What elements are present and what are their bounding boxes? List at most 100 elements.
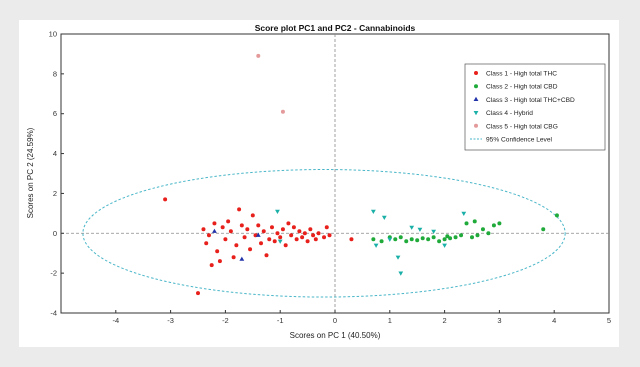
data-point: [464, 221, 469, 226]
data-point: [431, 235, 436, 240]
data-point: [163, 197, 168, 202]
x-tick-label: 3: [497, 316, 501, 325]
data-point: [370, 209, 376, 214]
data-point: [311, 233, 316, 238]
figure-panel: -4 -3 -2 -1 0 1 2 3 4 5 -4 -2 0 2 4 6 8 10 Score plot PC…: [19, 20, 619, 347]
data-point: [209, 263, 214, 268]
data-point: [475, 233, 480, 238]
data-point: [445, 234, 450, 239]
data-point: [278, 235, 283, 240]
data-point: [316, 231, 321, 236]
legend-label: Class 1 - High total THC: [486, 71, 557, 78]
data-point: [381, 215, 387, 220]
x-tick-label: 4: [552, 316, 556, 325]
data-point: [415, 238, 420, 243]
data-point: [239, 256, 245, 261]
data-point: [275, 231, 280, 236]
y-tick-label: 10: [49, 30, 57, 39]
data-point: [305, 239, 310, 244]
data-point: [431, 229, 437, 234]
data-point: [491, 223, 496, 228]
legend-marker: [473, 111, 479, 116]
data-point: [472, 219, 477, 224]
data-point: [269, 225, 274, 230]
data-point: [442, 243, 447, 248]
y-tick-label: 2: [53, 189, 57, 198]
data-point: [387, 237, 393, 242]
legend-marker: [474, 123, 478, 128]
data-point: [395, 255, 401, 260]
data-point: [242, 235, 247, 240]
data-point: [442, 237, 447, 242]
data-point: [379, 239, 384, 244]
data-point: [302, 231, 307, 236]
x-tick-label: 2: [443, 316, 447, 325]
data-point: [272, 239, 277, 244]
y-tick-label: -4: [50, 309, 57, 318]
data-point: [308, 227, 313, 232]
data-point: [398, 271, 404, 276]
data-point: [426, 237, 431, 242]
data-point: [453, 235, 458, 240]
data-point: [294, 237, 299, 242]
data-point: [231, 255, 236, 260]
data-point: [448, 236, 453, 241]
legend-marker: [474, 71, 478, 75]
data-point: [286, 221, 291, 226]
data-point: [327, 233, 332, 238]
data-point: [289, 233, 294, 238]
data-point: [275, 209, 280, 214]
data-point: [206, 233, 211, 238]
data-point: [280, 109, 285, 114]
x-tick-label: 0: [333, 316, 337, 325]
data-point: [256, 53, 261, 58]
data-point: [196, 291, 200, 296]
y-tick-label: 4: [53, 149, 57, 158]
legend-marker: [474, 84, 478, 89]
data-point: [204, 241, 209, 246]
data-point: [291, 225, 296, 230]
y-tick-label: 0: [53, 229, 57, 238]
data-point: [245, 227, 250, 232]
data-point: [283, 243, 288, 248]
legend: Class 1 - High total THC Class 2 - High t…: [464, 63, 606, 151]
data-point: [239, 223, 244, 228]
data-point: [409, 237, 414, 242]
data-point: [480, 227, 485, 232]
data-point: [226, 219, 231, 224]
data-point: [349, 237, 354, 242]
data-point: [220, 225, 225, 230]
data-point: [420, 236, 425, 241]
data-point: [417, 227, 423, 232]
data-point: [322, 235, 327, 240]
chart-title: Score plot PC1 and PC2 - Cannabinoids: [255, 23, 416, 33]
data-point: [212, 221, 217, 226]
data-point: [459, 233, 464, 238]
data-point: [373, 243, 379, 248]
x-tick-label: 1: [388, 316, 392, 325]
data-point: [280, 227, 285, 232]
data-point: [264, 253, 269, 258]
data-point: [300, 235, 305, 240]
data-point: [437, 239, 442, 244]
y-tick-label: -2: [50, 269, 57, 278]
data-point: [261, 229, 266, 234]
data-point: [409, 225, 415, 230]
x-tick-label: -2: [222, 316, 229, 325]
data-point: [313, 237, 318, 242]
legend-label: Class 4 - Hybrid: [486, 110, 533, 117]
data-point: [215, 249, 220, 254]
data-point: [324, 225, 329, 230]
data-point: [212, 228, 217, 233]
y-tick-label: 8: [53, 69, 57, 78]
x-tick-label: -4: [112, 316, 119, 325]
data-point: [228, 229, 233, 234]
data-point: [201, 227, 206, 232]
data-point: [470, 235, 474, 240]
data-point: [486, 231, 491, 236]
legend-box: [464, 63, 606, 151]
data-point: [393, 237, 398, 242]
legend-label: Class 2 - High total CBD: [486, 84, 558, 91]
score-plot: -4 -3 -2 -1 0 1 2 3 4 5 -4 -2 0 2 4 6 8 10 Score plot PC…: [26, 23, 611, 340]
data-point: [237, 207, 242, 212]
